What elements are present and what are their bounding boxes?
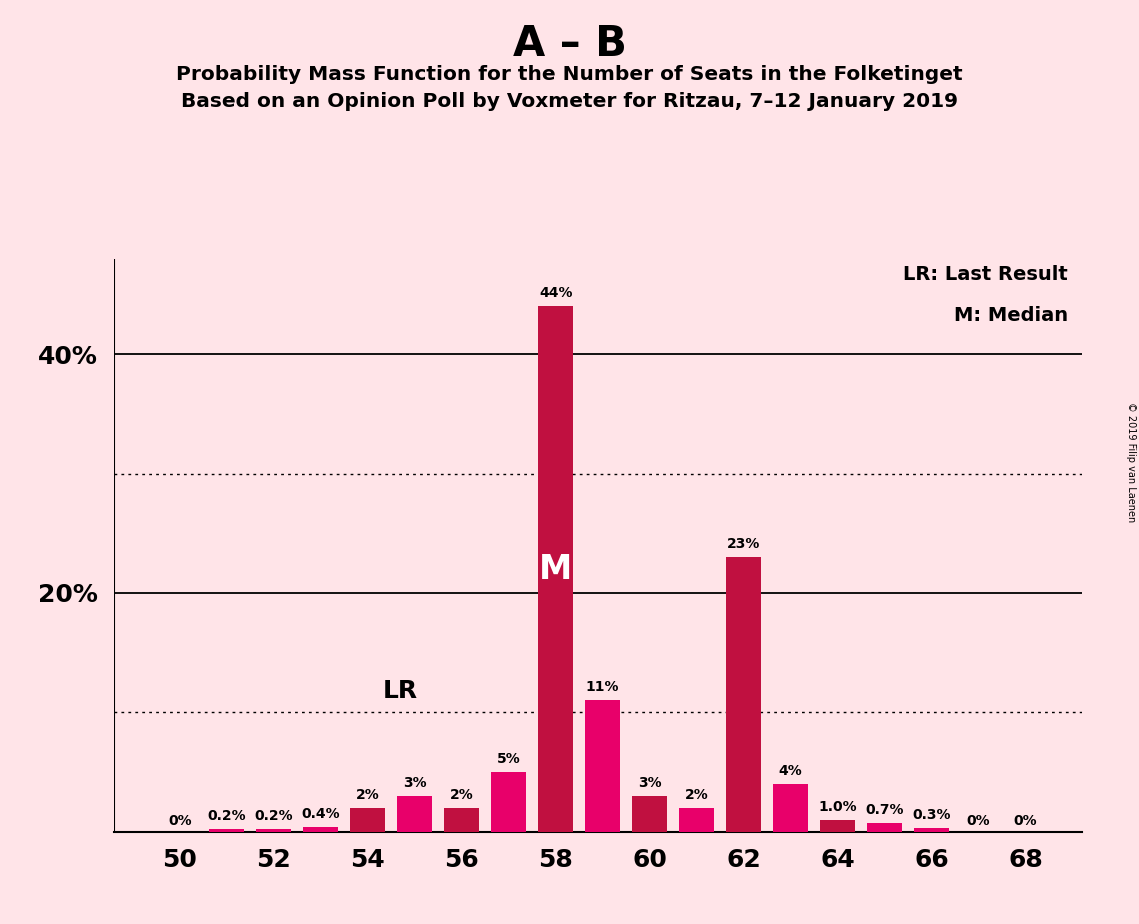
Text: M: M [539,553,572,586]
Text: 4%: 4% [779,764,803,778]
Text: 0.2%: 0.2% [207,809,246,823]
Bar [773,784,809,832]
Bar [491,772,526,832]
Text: 2%: 2% [355,788,379,802]
Text: 11%: 11% [585,680,620,694]
Text: M: Median: M: Median [953,307,1068,325]
Text: 0.2%: 0.2% [254,809,293,823]
Bar [679,808,714,832]
Text: 1.0%: 1.0% [818,799,857,814]
Text: Based on an Opinion Poll by Voxmeter for Ritzau, 7–12 January 2019: Based on an Opinion Poll by Voxmeter for… [181,92,958,112]
Bar [256,829,292,832]
Text: 2%: 2% [450,788,474,802]
Bar [867,823,902,832]
Text: Probability Mass Function for the Number of Seats in the Folketinget: Probability Mass Function for the Number… [177,65,962,84]
Text: 0%: 0% [167,814,191,828]
Text: © 2019 Filip van Laenen: © 2019 Filip van Laenen [1126,402,1136,522]
Bar [726,557,761,832]
Bar [303,827,338,832]
Text: 0%: 0% [1014,814,1038,828]
Bar [913,828,949,832]
Text: 3%: 3% [403,776,426,790]
Bar [538,307,573,832]
Bar [820,820,855,832]
Text: 0.4%: 0.4% [302,807,341,821]
Bar [398,796,433,832]
Text: 0.3%: 0.3% [912,808,951,822]
Text: A – B: A – B [513,23,626,65]
Bar [585,700,621,832]
Text: 3%: 3% [638,776,662,790]
Text: 0%: 0% [967,814,991,828]
Text: 5%: 5% [497,752,521,766]
Bar [632,796,667,832]
Bar [210,829,245,832]
Text: 44%: 44% [539,286,573,300]
Bar [350,808,385,832]
Bar [444,808,480,832]
Text: LR: LR [383,679,418,702]
Text: 0.7%: 0.7% [866,803,904,817]
Text: 2%: 2% [685,788,708,802]
Text: 23%: 23% [727,537,761,551]
Text: LR: Last Result: LR: Last Result [903,264,1068,284]
